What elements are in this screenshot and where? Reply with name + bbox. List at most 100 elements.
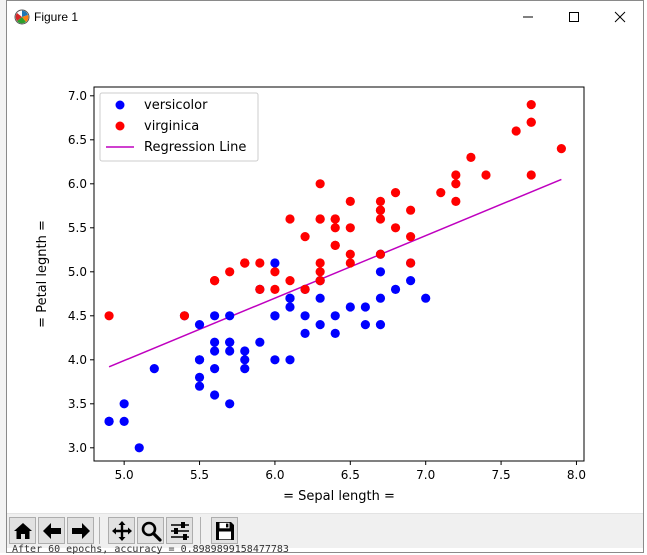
- virginica-point: [330, 214, 340, 224]
- versicolor-point: [194, 372, 205, 382]
- virginica-point: [330, 240, 340, 250]
- legend-marker-versicolor: [115, 100, 125, 110]
- versicolor-point: [119, 416, 129, 426]
- zoom-button[interactable]: [137, 517, 164, 544]
- versicolor-point: [315, 320, 325, 330]
- legend-marker-virginica: [115, 121, 125, 131]
- versicolor-point: [240, 364, 250, 374]
- virginica-point: [270, 284, 280, 294]
- maximize-button[interactable]: [551, 1, 597, 33]
- versicolor-point: [225, 337, 235, 347]
- virginica-point: [315, 179, 325, 189]
- versicolor-point: [119, 399, 129, 409]
- virginica-point: [285, 214, 295, 224]
- arrow-right-icon: [71, 522, 90, 539]
- y-tick-label: 7.0: [68, 89, 87, 103]
- versicolor-point: [285, 302, 295, 312]
- versicolor-point: [194, 320, 205, 330]
- versicolor-point: [134, 443, 144, 453]
- legend-label-regression-line: Regression Line: [144, 140, 246, 155]
- versicolor-point: [375, 267, 386, 277]
- virginica-point: [390, 188, 401, 198]
- close-button[interactable]: [597, 1, 643, 33]
- virginica-point: [436, 188, 446, 198]
- virginica-point: [255, 258, 265, 268]
- versicolor-point: [390, 284, 401, 294]
- floppy-icon: [215, 521, 234, 540]
- virginica-point: [406, 205, 416, 215]
- versicolor-point: [104, 416, 114, 426]
- virginica-point: [345, 249, 355, 259]
- versicolor-point: [270, 311, 280, 321]
- x-tick-label: 6.0: [265, 468, 284, 482]
- versicolor-point: [225, 311, 235, 321]
- x-tick-label: 6.5: [341, 468, 360, 482]
- arrow-left-icon: [42, 522, 61, 539]
- pan-button[interactable]: [108, 517, 135, 544]
- versicolor-point: [406, 276, 416, 286]
- virginica-point: [526, 170, 536, 180]
- y-tick-label: 4.5: [68, 309, 87, 323]
- scatter-plot: 5.0 5.5 6.0 6.5 7.0 7.5 8.0 3.0 3.5 4.0 4.5 5.0 5.5 6…: [35, 86, 586, 504]
- virginica-point: [375, 249, 386, 259]
- versicolor-point: [421, 293, 431, 303]
- virginica-point: [345, 258, 355, 268]
- minimize-icon: [523, 16, 533, 18]
- matplotlib-logo-icon: [14, 9, 30, 25]
- virginica-point: [315, 267, 325, 277]
- versicolor-point: [270, 258, 280, 268]
- versicolor-point: [210, 364, 220, 374]
- virginica-point: [451, 179, 461, 189]
- toolbar-separator: [200, 517, 201, 544]
- y-tick-label: 5.0: [68, 265, 87, 279]
- minimize-button[interactable]: [505, 1, 551, 33]
- virginica-point: [375, 196, 386, 206]
- x-tick-label: 7.5: [492, 468, 511, 482]
- virginica-point: [330, 223, 340, 233]
- y-tick-label: 4.0: [68, 353, 87, 367]
- virginica-point: [375, 205, 386, 215]
- virginica-point: [406, 232, 416, 242]
- versicolor-point: [345, 302, 355, 312]
- legend-label-virginica: virginica: [144, 119, 199, 134]
- virginica-point: [451, 170, 461, 180]
- virginica-point: [451, 196, 461, 206]
- y-tick-label: 3.5: [68, 397, 87, 411]
- figure-canvas[interactable]: 5.0 5.5 6.0 6.5 7.0 7.5 8.0 3.0 3.5 4.0 4.5 5.0 5.5 6…: [7, 33, 643, 513]
- forward-button[interactable]: [67, 517, 94, 544]
- virginica-point: [375, 214, 386, 224]
- virginica-point: [511, 126, 521, 136]
- versicolor-point: [285, 355, 295, 365]
- virginica-point: [315, 214, 325, 224]
- sliders-icon: [170, 521, 189, 540]
- subplots-button[interactable]: [166, 517, 193, 544]
- versicolor-point: [149, 364, 159, 374]
- versicolor-point: [225, 399, 235, 409]
- virginica-point: [300, 232, 310, 242]
- versicolor-point: [375, 320, 386, 330]
- y-tick-label: 6.0: [68, 177, 87, 191]
- magnifier-icon: [141, 521, 162, 542]
- versicolor-point: [240, 346, 250, 356]
- versicolor-point: [194, 355, 205, 365]
- virginica-point: [526, 100, 536, 110]
- virginica-point: [270, 267, 280, 277]
- x-tick-label: 8.0: [567, 468, 586, 482]
- versicolor-point: [225, 346, 235, 356]
- title-bar[interactable]: Figure 1: [7, 1, 643, 33]
- virginica-point: [345, 196, 355, 206]
- virginica-point: [285, 276, 295, 286]
- x-tick-label: 5.0: [115, 468, 134, 482]
- console-output-line: After 60 epochs, accuracy = 0.8989899158…: [12, 544, 289, 555]
- versicolor-point: [210, 390, 220, 400]
- versicolor-point: [330, 328, 340, 338]
- versicolor-point: [210, 346, 220, 356]
- window-title: Figure 1: [34, 10, 79, 24]
- x-tick-label: 7.0: [416, 468, 435, 482]
- save-button[interactable]: [211, 517, 238, 544]
- virginica-point: [390, 223, 401, 233]
- versicolor-point: [210, 311, 220, 321]
- virginica-point: [526, 117, 536, 127]
- home-button[interactable]: [9, 517, 36, 544]
- back-button[interactable]: [38, 517, 65, 544]
